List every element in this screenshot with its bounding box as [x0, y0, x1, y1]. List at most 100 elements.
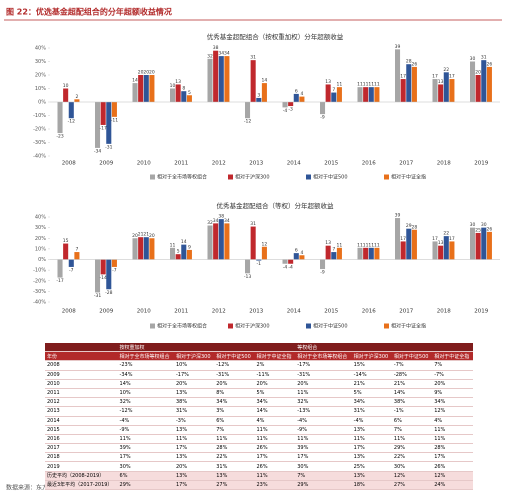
- bar: [63, 243, 69, 260]
- bar: [486, 66, 492, 102]
- x-tick-label: 2018: [437, 161, 451, 167]
- data-label: 11: [337, 242, 343, 248]
- table-cell: 最近3年平均（2017-2019）: [45, 480, 118, 491]
- y-tick-label: -10%: [33, 113, 46, 119]
- data-label: 21: [138, 232, 144, 238]
- table-cell: 26%: [432, 461, 473, 472]
- data-label: -17: [99, 125, 106, 131]
- data-label: 11: [337, 82, 343, 88]
- data-label: -9: [320, 270, 325, 276]
- table-cell: 13%: [351, 425, 392, 435]
- bar: [406, 228, 412, 260]
- data-label: -7: [112, 267, 117, 273]
- y-tick-label: 0%: [38, 100, 46, 106]
- table-cell: 28%: [214, 443, 255, 454]
- data-label: 13: [438, 240, 444, 246]
- x-tick-label: 2017: [399, 309, 413, 315]
- bar: [438, 84, 444, 102]
- data-label: 20: [143, 70, 149, 76]
- legend-label: 相对于中证500: [313, 174, 348, 181]
- data-label: 9: [188, 244, 191, 250]
- bar: [149, 75, 155, 102]
- table-cell: 30%: [295, 461, 352, 472]
- data-label: 11: [374, 242, 380, 248]
- x-tick-label: 2016: [362, 161, 376, 167]
- table-cell: 12%: [432, 406, 473, 417]
- table-cell: -1%: [391, 406, 433, 417]
- table-cell: 31%: [214, 461, 255, 472]
- table-cell: 13%: [351, 471, 392, 481]
- data-label: 11: [374, 82, 380, 88]
- data-label: 17: [400, 74, 406, 80]
- bar: [293, 93, 299, 102]
- data-label: -4: [283, 264, 288, 270]
- table-cell: 32%: [295, 397, 352, 408]
- table-cell: -12%: [214, 360, 255, 371]
- y-tick-label: -30%: [33, 289, 46, 295]
- table-cell: 2016: [45, 434, 118, 445]
- x-tick-label: 2012: [212, 309, 226, 315]
- bar: [170, 88, 176, 102]
- data-label: 32: [207, 220, 213, 226]
- bar: [250, 60, 256, 102]
- table-cell: [45, 343, 118, 353]
- bar: [261, 246, 267, 260]
- data-label: 10: [63, 83, 69, 89]
- table-cell: -34%: [117, 370, 174, 380]
- table-row: 2014 -4% -3% 6% 4% -4% -4% 6% 4%: [45, 416, 473, 426]
- table-cell: 2%: [254, 360, 296, 371]
- table-row: 2012 32% 38% 34% 34% 32% 34% 38% 34%: [45, 397, 473, 408]
- table-cell: 20%: [295, 379, 352, 389]
- bar: [57, 102, 63, 134]
- bar: [438, 245, 444, 260]
- table-cell: 25%: [351, 461, 392, 472]
- table-cell: 31%: [351, 406, 392, 417]
- data-label: -7: [69, 267, 74, 273]
- bar: [320, 259, 326, 270]
- data-label: 5: [188, 90, 191, 96]
- y-tick-label: 40%: [35, 46, 46, 52]
- y-tick-label: 20%: [35, 73, 46, 79]
- table-cell: -4%: [295, 416, 352, 426]
- y-tick-label: -20%: [33, 127, 46, 133]
- bar: [213, 223, 219, 260]
- table-cell: 相对于中证500: [391, 351, 433, 362]
- bar: [486, 231, 492, 260]
- table-row: 2009 -34% -17% -31% -11% -31% -14% -28% -7%: [45, 370, 473, 380]
- table-cell: 相对于沪深300: [173, 351, 215, 362]
- data-label: 20: [149, 70, 155, 76]
- table-cell: 7%: [391, 425, 433, 435]
- table-cell: 17%: [432, 452, 473, 463]
- y-tick-label: -30%: [33, 140, 46, 146]
- bar: [475, 75, 481, 102]
- bar: [282, 259, 288, 264]
- bar: [470, 227, 476, 260]
- table-cell: 14%: [391, 388, 433, 399]
- data-label: 30: [470, 56, 476, 62]
- table-cell: -28%: [391, 370, 433, 380]
- x-tick-label: 2019: [474, 309, 488, 315]
- x-tick-label: 2011: [174, 309, 188, 315]
- data-label: -31: [105, 144, 112, 150]
- bar: [132, 238, 138, 260]
- data-label: 8: [182, 86, 185, 92]
- bar: [293, 253, 299, 260]
- x-tick-label: 2019: [474, 161, 488, 167]
- data-label: 7: [332, 87, 335, 93]
- x-tick-label: 2014: [287, 309, 301, 315]
- table-cell: -31%: [295, 370, 352, 380]
- bar: [74, 252, 80, 260]
- table-cell: 22%: [391, 452, 433, 463]
- bar: [245, 259, 251, 274]
- bar: [213, 50, 219, 102]
- legend-swatch: [150, 323, 155, 329]
- data-label: 20: [132, 233, 138, 239]
- bar: [95, 102, 101, 148]
- table-cell: 4%: [432, 416, 473, 426]
- data-label: 34: [224, 51, 230, 57]
- table-cell: 34%: [432, 397, 473, 408]
- legend-label: 相对于中证全指: [391, 323, 426, 330]
- x-tick-label: 2010: [137, 309, 151, 315]
- x-tick-label: 2011: [174, 161, 188, 167]
- table-cell: 34%: [351, 397, 392, 408]
